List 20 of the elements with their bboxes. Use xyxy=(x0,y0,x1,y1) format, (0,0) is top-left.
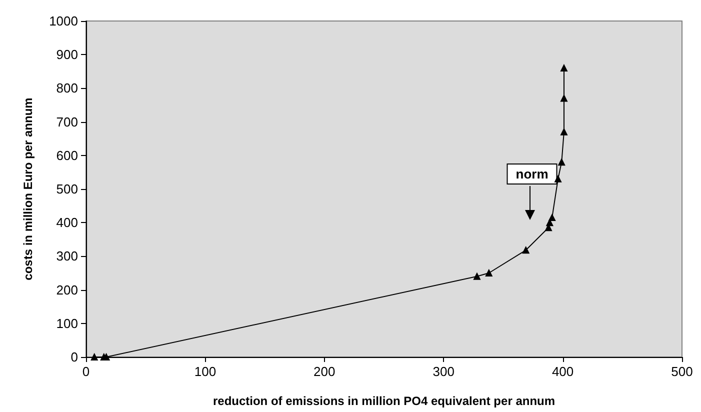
x-tick-label: 400 xyxy=(552,364,574,379)
y-axis-title: costs in million Euro per annum xyxy=(21,98,35,280)
y-tick-label: 600 xyxy=(56,148,78,163)
x-tick-label: 100 xyxy=(194,364,216,379)
y-tick-label: 700 xyxy=(56,114,78,130)
y-tick-label: 900 xyxy=(56,47,78,62)
y-tick-label: 800 xyxy=(56,80,78,96)
y-tick-label: 300 xyxy=(56,248,78,264)
annotation: norm xyxy=(516,166,548,182)
x-axis-title: reduction of emissions in million PO4 equivalent per annum xyxy=(212,394,556,408)
x-tick-label: 0 xyxy=(82,364,90,379)
x-tick-label: 200 xyxy=(314,364,336,379)
y-tick-label: 100 xyxy=(56,316,78,331)
x-tick-label: 300 xyxy=(432,364,454,379)
y-tick-label: 0 xyxy=(70,350,78,364)
x-tick-label: 500 xyxy=(671,364,693,379)
y-tick-label: 400 xyxy=(56,215,78,230)
y-tick-label: 200 xyxy=(56,282,78,298)
y-tick-label: 500 xyxy=(56,182,78,196)
y-tick-label: 1000 xyxy=(49,14,78,28)
